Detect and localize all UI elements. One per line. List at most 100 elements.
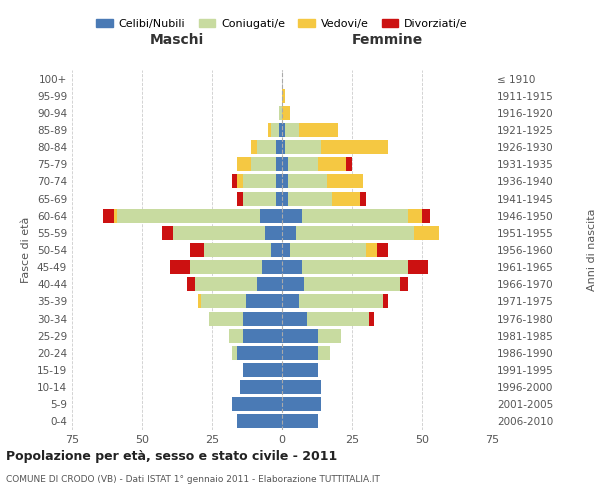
Bar	[282, 312, 307, 326]
Bar	[279, 123, 282, 137]
Bar	[237, 158, 251, 172]
Bar	[282, 208, 302, 222]
Bar	[209, 312, 243, 326]
Bar	[190, 243, 203, 257]
Bar	[282, 294, 299, 308]
Bar	[277, 158, 282, 172]
Bar	[285, 123, 299, 137]
Bar	[321, 140, 388, 154]
Bar	[319, 158, 346, 172]
Bar	[237, 192, 243, 205]
Bar	[243, 312, 282, 326]
Bar	[282, 192, 287, 205]
Bar	[282, 123, 285, 137]
Bar	[279, 106, 282, 120]
Bar	[271, 243, 282, 257]
Bar	[282, 328, 319, 342]
Bar	[290, 243, 366, 257]
Bar	[277, 174, 282, 188]
Bar	[260, 208, 282, 222]
Bar	[103, 208, 114, 222]
Bar	[282, 398, 321, 411]
Bar	[232, 398, 282, 411]
Bar	[232, 174, 237, 188]
Bar	[287, 192, 332, 205]
Bar	[282, 346, 319, 360]
Bar	[262, 260, 282, 274]
Bar	[361, 192, 366, 205]
Bar	[237, 414, 282, 428]
Bar	[282, 260, 302, 274]
Bar	[198, 294, 201, 308]
Bar	[187, 278, 195, 291]
Bar	[287, 158, 319, 172]
Bar	[319, 328, 341, 342]
Bar	[285, 140, 321, 154]
Y-axis label: Fasce di età: Fasce di età	[22, 217, 31, 283]
Bar	[400, 278, 408, 291]
Bar	[161, 226, 173, 240]
Bar	[203, 243, 271, 257]
Text: Popolazione per età, sesso e stato civile - 2011: Popolazione per età, sesso e stato civil…	[6, 450, 337, 463]
Bar	[302, 260, 408, 274]
Bar	[383, 294, 388, 308]
Bar	[282, 174, 287, 188]
Bar	[117, 208, 260, 222]
Bar	[327, 174, 363, 188]
Text: Maschi: Maschi	[150, 34, 204, 48]
Bar	[282, 363, 319, 377]
Bar	[282, 158, 287, 172]
Bar	[243, 328, 282, 342]
Bar	[299, 123, 338, 137]
Text: COMUNE DI CRODO (VB) - Dati ISTAT 1° gennaio 2011 - Elaborazione TUTTITALIA.IT: COMUNE DI CRODO (VB) - Dati ISTAT 1° gen…	[6, 475, 380, 484]
Bar	[243, 363, 282, 377]
Bar	[332, 192, 361, 205]
Bar	[229, 328, 243, 342]
Bar	[271, 123, 279, 137]
Bar	[265, 226, 282, 240]
Bar	[366, 243, 377, 257]
Bar	[282, 243, 290, 257]
Bar	[232, 346, 237, 360]
Bar	[369, 312, 374, 326]
Bar	[408, 208, 422, 222]
Bar	[282, 414, 319, 428]
Bar	[282, 106, 290, 120]
Bar	[377, 243, 388, 257]
Bar	[299, 294, 383, 308]
Bar	[408, 260, 428, 274]
Bar	[237, 346, 282, 360]
Bar	[240, 380, 282, 394]
Bar	[268, 123, 271, 137]
Bar	[307, 312, 369, 326]
Text: Femmine: Femmine	[352, 34, 422, 48]
Bar	[277, 192, 282, 205]
Bar	[413, 226, 439, 240]
Bar	[302, 208, 408, 222]
Bar	[245, 294, 282, 308]
Bar	[304, 278, 400, 291]
Bar	[287, 174, 327, 188]
Bar	[422, 208, 430, 222]
Bar	[282, 88, 285, 102]
Legend: Celibi/Nubili, Coniugati/e, Vedovi/e, Divorziati/e: Celibi/Nubili, Coniugati/e, Vedovi/e, Di…	[92, 14, 472, 33]
Bar	[251, 158, 277, 172]
Bar	[282, 278, 304, 291]
Bar	[282, 140, 285, 154]
Bar	[201, 294, 245, 308]
Bar	[243, 192, 277, 205]
Bar	[346, 158, 352, 172]
Bar	[237, 174, 243, 188]
Bar	[257, 278, 282, 291]
Bar	[277, 140, 282, 154]
Text: Anni di nascita: Anni di nascita	[587, 209, 597, 291]
Bar	[114, 208, 117, 222]
Bar	[251, 140, 257, 154]
Bar	[282, 380, 321, 394]
Bar	[296, 226, 413, 240]
Bar	[257, 140, 277, 154]
Bar	[243, 174, 277, 188]
Bar	[319, 346, 329, 360]
Bar	[170, 260, 190, 274]
Bar	[190, 260, 262, 274]
